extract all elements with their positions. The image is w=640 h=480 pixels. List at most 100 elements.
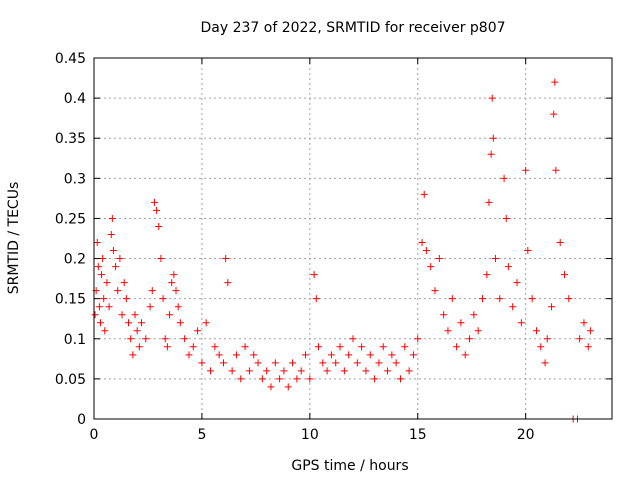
data-point <box>95 303 103 311</box>
data-point <box>488 94 496 102</box>
data-point <box>431 287 439 295</box>
data-point <box>366 351 374 359</box>
data-point <box>108 214 116 222</box>
data-point <box>237 375 245 383</box>
data-point <box>168 279 176 287</box>
data-point <box>170 271 178 279</box>
data-point <box>133 327 141 335</box>
data-point <box>551 78 559 86</box>
data-point <box>172 287 180 295</box>
data-point <box>222 255 230 263</box>
data-point <box>427 263 435 271</box>
data-point <box>405 367 413 375</box>
data-point <box>561 271 569 279</box>
data-point <box>489 134 497 142</box>
data-point <box>114 287 122 295</box>
data-point <box>105 303 113 311</box>
data-point <box>142 335 150 343</box>
data-point <box>362 367 370 375</box>
data-point <box>161 335 169 343</box>
data-point <box>548 303 556 311</box>
data-point <box>94 263 102 271</box>
data-point <box>312 295 320 303</box>
data-point <box>159 295 167 303</box>
data-point <box>198 359 206 367</box>
data-point <box>224 279 232 287</box>
data-point <box>556 239 564 247</box>
data-point <box>409 351 417 359</box>
data-point <box>375 359 383 367</box>
data-point <box>215 351 223 359</box>
data-point <box>483 271 491 279</box>
data-point <box>211 343 219 351</box>
data-point <box>509 303 517 311</box>
data-point <box>470 311 478 319</box>
chart-title: Day 237 of 2022, SRMTID for receiver p80… <box>200 20 505 36</box>
data-point <box>122 295 130 303</box>
data-point <box>153 206 161 214</box>
data-point <box>202 319 210 327</box>
data-point <box>146 303 154 311</box>
data-point <box>310 271 318 279</box>
data-point <box>109 247 117 255</box>
data-point <box>401 343 409 351</box>
data-point <box>271 359 279 367</box>
data-point <box>245 367 253 375</box>
grid-layer <box>93 57 612 420</box>
y-axis-label: SRMTID / TECUs <box>6 182 22 295</box>
y-tick-label: 0.3 <box>64 171 86 187</box>
data-point <box>93 239 101 247</box>
data-point <box>176 319 184 327</box>
x-tick-label: 15 <box>409 427 427 443</box>
data-point <box>500 174 508 182</box>
data-point <box>358 343 366 351</box>
data-point <box>474 327 482 335</box>
data-point <box>340 367 348 375</box>
data-point <box>353 359 361 367</box>
data-point <box>327 351 335 359</box>
data-point <box>207 367 215 375</box>
data-point <box>513 279 521 287</box>
data-point <box>125 319 133 327</box>
y-tick-label: 0.35 <box>55 131 86 147</box>
data-point <box>552 166 560 174</box>
data-point <box>263 367 271 375</box>
data-point <box>131 311 139 319</box>
y-tick-label: 0.2 <box>64 252 86 268</box>
data-point <box>396 375 404 383</box>
data-point <box>379 343 387 351</box>
x-tick-label: 5 <box>197 427 206 443</box>
data-point <box>302 351 310 359</box>
data-point <box>461 351 469 359</box>
data-point <box>232 351 240 359</box>
data-point <box>297 367 305 375</box>
data-point <box>584 343 592 351</box>
data-point <box>345 351 353 359</box>
data-point <box>254 359 262 367</box>
y-tick-label: 0.05 <box>55 372 86 388</box>
data-point <box>384 367 392 375</box>
data-point <box>422 247 430 255</box>
data-point <box>99 255 107 263</box>
data-point <box>314 343 322 351</box>
data-point <box>280 367 288 375</box>
data-point <box>155 222 163 230</box>
data-point <box>166 311 174 319</box>
y-tick-label: 0.4 <box>64 91 86 107</box>
data-point <box>586 327 594 335</box>
data-point <box>565 295 573 303</box>
data-point <box>107 230 115 238</box>
data-point <box>522 166 530 174</box>
data-point <box>258 375 266 383</box>
plot-frame <box>93 57 613 420</box>
data-point <box>418 239 426 247</box>
data-point <box>228 367 236 375</box>
data-point <box>157 255 165 263</box>
data-point <box>543 335 551 343</box>
data-point <box>135 343 143 351</box>
data-point <box>440 311 448 319</box>
data-point <box>98 271 106 279</box>
data-point <box>100 295 108 303</box>
data-point <box>576 335 584 343</box>
